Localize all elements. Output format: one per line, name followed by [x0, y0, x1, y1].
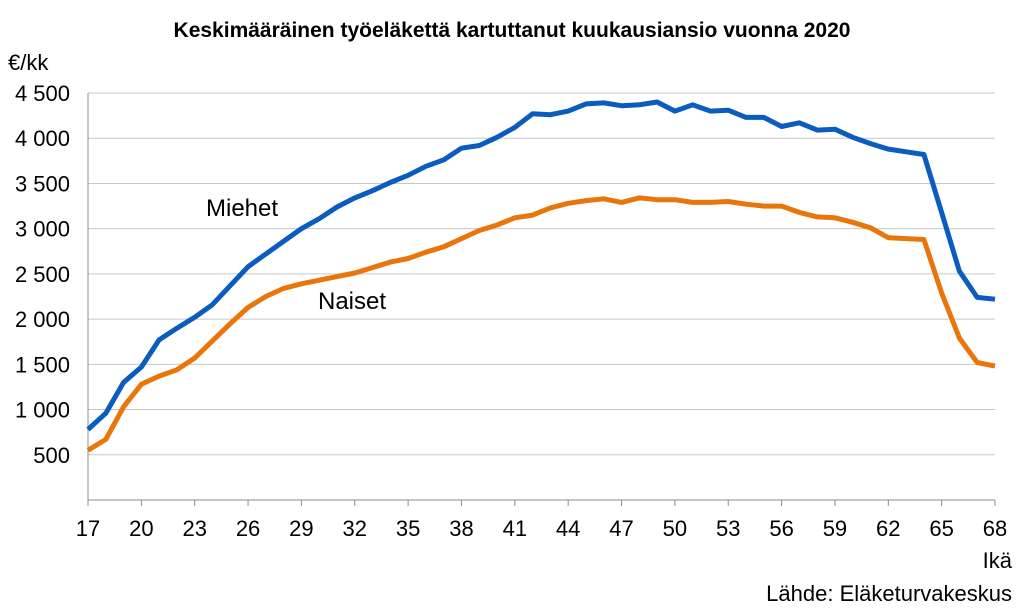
x-tick-label: 50	[663, 516, 687, 541]
x-tick-labels: 17 20 23 26 29 32 35 38 41 44 47 50 53 56 59 62 65 68	[76, 516, 1007, 541]
x-tick-label: 41	[503, 516, 527, 541]
x-tick-label: 20	[129, 516, 153, 541]
x-tick-label: 47	[609, 516, 633, 541]
y-tick-label: 3 000	[15, 217, 70, 242]
y-tick-labels: 500 1 000 1 500 2 000 2 500 3 000 3 500 4 000 4 …	[15, 81, 70, 468]
x-tick-label: 59	[823, 516, 847, 541]
series-line-naiset	[86, 195, 996, 453]
y-axis-label: €/kk	[8, 50, 49, 75]
x-tick-label: 26	[236, 516, 260, 541]
x-axis-label: Ikä	[983, 548, 1013, 573]
y-tick-label: 1 000	[15, 398, 70, 423]
x-tick-label: 44	[556, 516, 580, 541]
x-tick-label: 65	[929, 516, 953, 541]
series-line-miehet	[86, 99, 996, 432]
y-tick-label: 2 500	[15, 262, 70, 287]
x-tick-label: 29	[289, 516, 313, 541]
y-tick-label: 4 500	[15, 81, 70, 106]
x-tick-label: 32	[343, 516, 367, 541]
y-tick-label: 2 000	[15, 307, 70, 332]
x-tick-label: 62	[876, 516, 900, 541]
y-tick-label: 3 500	[15, 171, 70, 196]
x-tick-label: 38	[449, 516, 473, 541]
x-tick-label: 56	[769, 516, 793, 541]
x-tick-label: 68	[983, 516, 1007, 541]
x-tick-label: 35	[396, 516, 420, 541]
x-tick-label: 17	[76, 516, 100, 541]
series-label-miehet: Miehet	[206, 195, 278, 222]
y-tick-label: 500	[33, 443, 70, 468]
y-tick-label: 4 000	[15, 126, 70, 151]
x-tick-label: 23	[182, 516, 206, 541]
gridlines	[88, 92, 995, 456]
series-label-naiset: Naiset	[318, 288, 386, 315]
source-note: Lähde: Eläketurvakeskus	[766, 581, 1012, 606]
y-tick-label: 1 500	[15, 352, 70, 377]
chart-title: Keskimääräinen työeläkettä kartuttanut k…	[174, 19, 851, 42]
x-tick-label: 53	[716, 516, 740, 541]
series-lines	[86, 99, 996, 453]
axes	[87, 93, 996, 506]
